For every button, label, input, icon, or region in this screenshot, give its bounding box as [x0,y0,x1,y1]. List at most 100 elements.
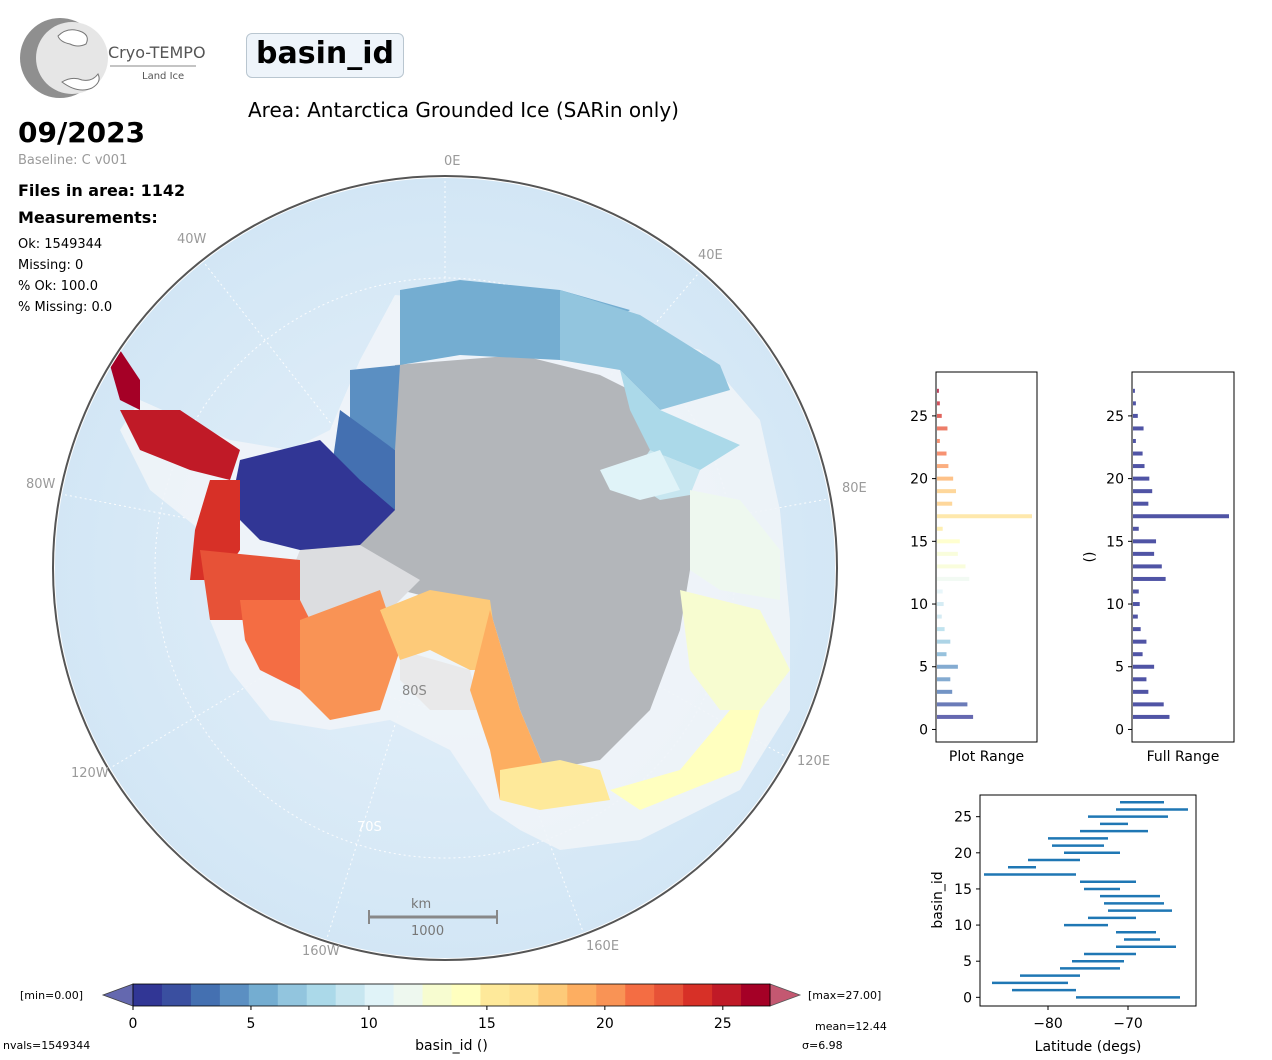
baseline-label: Baseline: C v001 [18,153,128,168]
histogram-bar [937,489,956,494]
histogram-bar [937,451,947,456]
y-tick-label: 10 [1106,597,1124,613]
y-tick-label: 15 [910,534,928,550]
colorbar-segment [683,984,713,1006]
histogram-bar [1133,476,1150,481]
histogram-bar [1133,438,1136,443]
stat-percent-ok: % Ok: 100.0 [18,279,98,294]
colorbar-segment [451,984,481,1006]
colorbar: 0 5 10 15 20 25 [min=0.00] [max=27.00] basin_id … [3,983,887,1054]
histogram-bar [937,514,1032,519]
histogram-bar [937,576,970,581]
logo-name: Cryo-TEMPO [108,43,206,62]
y-tick-label: 25 [954,810,972,826]
colorbar-max-label: [max=27.00] [808,989,881,1002]
colorbar-label: basin_id () [415,1038,488,1054]
lat-plot-frame [979,794,1197,1007]
mean-label: mean=12.44 [815,1020,887,1033]
histogram-bar [1133,464,1145,469]
colorbar-segment [133,984,163,1006]
colorbar-tick-label: 10 [360,1016,378,1032]
lon-label-120w: 120W [71,766,109,781]
colorbar-segment [306,984,337,1006]
y-tick-label: 20 [1106,472,1124,488]
colorbar-segment [596,984,626,1006]
colorbar-tick-label: 0 [129,1016,138,1032]
lat-label-80s: 80S [402,684,427,699]
histogram-bar [1133,602,1140,607]
histogram-bar [1133,576,1166,581]
histogram-frame [935,371,1038,743]
colorbar-segment [480,984,510,1006]
histogram-bar [937,652,947,657]
lon-label-40w: 40W [177,232,207,247]
files-in-area: Files in area: 1142 [18,181,186,200]
colorbar-segment [335,984,366,1006]
lon-label-40e: 40E [698,248,723,263]
histogram-bar [937,589,943,594]
histogram-bar [937,388,939,393]
histogram-bar [1133,489,1153,494]
y-tick-label: 25 [910,409,928,425]
colorbar-segment [712,984,742,1006]
stat-missing: Missing: 0 [18,258,84,273]
x-axis-label: Plot Range [949,749,1024,765]
x-tick-label: −80 [1033,1016,1063,1032]
histogram-bar [1133,627,1141,632]
histogram-bar [937,627,945,632]
histogram-bar [937,413,942,418]
histogram-bar [1133,514,1229,519]
y-tick-label: 20 [910,472,928,488]
histogram-bar [937,551,958,556]
y-tick-label: 0 [963,990,972,1006]
polar-map: 0E 40E 80E 120E 160E 160W 120W 80W 40W 8… [26,154,867,961]
colorbar-segment [422,984,452,1006]
histogram-bar [937,476,954,481]
histogram-bar [937,438,940,443]
histogram-bar [937,564,966,569]
histogram-bar [937,614,942,619]
histogram-bar [1133,677,1147,682]
y-tick-label: 15 [954,882,972,898]
colorbar-segment [625,984,655,1006]
histogram-bar [1133,388,1135,393]
sigma-label: σ=6.98 [802,1039,843,1052]
colorbar-min-arrow [101,983,134,1007]
histogram-bar [937,464,949,469]
histogram-frame [1131,371,1235,743]
scale-bar: km 1000 [368,897,498,939]
histogram-bar [937,501,953,506]
histogram-bar [1133,564,1162,569]
histogram-bar [937,401,940,406]
colorbar-min-label: [min=0.00] [20,989,83,1002]
colorbar-segment [364,984,395,1006]
measurements-heading: Measurements: [18,208,158,227]
scale-value: 1000 [411,924,444,939]
histogram-bar [937,702,968,707]
y-tick-label: 0 [919,722,928,738]
scale-unit: km [411,897,431,912]
latitude-range-plot: 0 5 10 15 20 25 −80 −70 Latitude (degs) basin_id [930,794,1197,1055]
histogram-bar [1133,401,1136,406]
y-axis-label: () [1082,552,1098,563]
histogram-bar [937,539,960,544]
colorbar-tick-label: 20 [596,1016,614,1032]
histogram-bar [937,639,951,644]
lon-label-120e: 120E [797,754,830,769]
colorbar-segment [741,984,771,1006]
x-tick-label: −70 [1113,1016,1143,1032]
stat-ok: Ok: 1549344 [18,237,103,252]
histogram-bar [1133,501,1149,506]
colorbar-segment [538,984,568,1006]
histogram-bar [1133,451,1143,456]
histogram-bar [937,664,958,669]
y-tick-label: 5 [919,660,928,676]
histogram-bar [1133,526,1139,531]
lat-label-70s: 70S [357,820,382,835]
histogram-full-range: 0 5 10 15 20 25 Full Range () [1082,371,1235,765]
histogram-bar [1133,639,1147,644]
colorbar-segment [567,984,597,1006]
area-title: Area: Antarctica Grounded Ice (SARin onl… [248,98,679,122]
colorbar-segment [277,984,308,1006]
x-axis-label: Latitude (degs) [1035,1039,1142,1055]
